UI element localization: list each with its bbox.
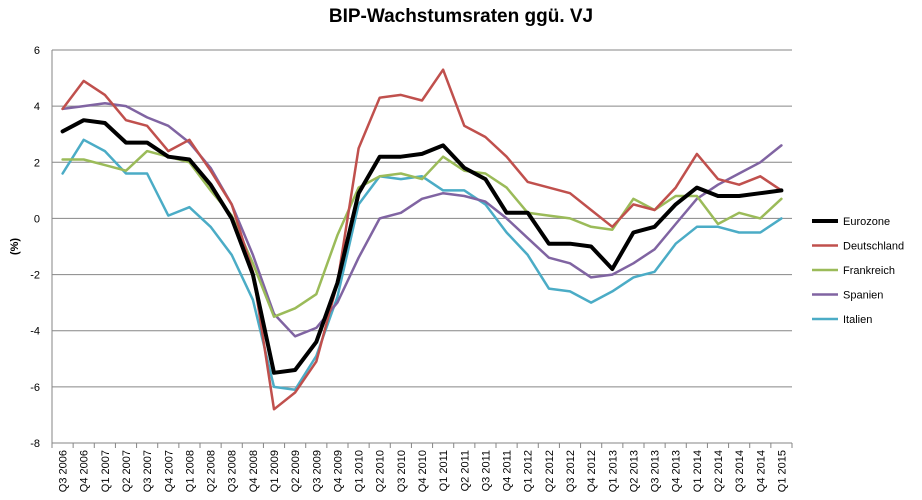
y-tick-label: -2 — [30, 270, 40, 282]
y-tick-label: -8 — [30, 438, 40, 450]
x-tick-label: Q4 2007 — [163, 450, 175, 492]
x-tick-label: Q1 2015 — [776, 450, 788, 492]
y-tick-label: 0 — [34, 213, 40, 225]
x-tick-label: Q1 2007 — [100, 450, 112, 492]
x-tick-label: Q1 2012 — [523, 450, 535, 492]
series-line-spanien — [61, 102, 783, 338]
x-tick-label: Q4 2011 — [502, 450, 514, 491]
chart-title: BIP-Wachstumsraten ggü. VJ — [328, 6, 594, 27]
y-tick-label: 6 — [34, 45, 40, 57]
x-tick-label: Q3 2007 — [142, 450, 154, 492]
x-tick-label: Q2 2012 — [544, 450, 556, 492]
x-tick-label: Q3 2012 — [565, 450, 577, 492]
y-tick-label: 2 — [34, 157, 40, 169]
x-tick-label: Q4 2014 — [755, 450, 767, 492]
x-tick-label: Q1 2014 — [692, 450, 704, 492]
legend-label-italien: Italien — [843, 314, 872, 326]
x-tick-label: Q4 2013 — [671, 450, 683, 492]
legend-label-deutschland: Deutschland — [843, 241, 904, 253]
x-tick-label: Q3 2013 — [650, 450, 662, 492]
x-tick-label: Q1 2010 — [354, 450, 366, 492]
series-lines — [60, 68, 784, 411]
x-tick-label: Q1 2013 — [607, 450, 619, 492]
x-tick-label: Q3 2014 — [734, 450, 746, 492]
series-line-deutschland — [61, 68, 783, 411]
x-tick-label: Q3 2011 — [480, 450, 492, 491]
x-tick-label: Q4 2009 — [332, 450, 344, 492]
x-tick-label: Q2 2007 — [121, 450, 133, 492]
x-tick-label: Q2 2009 — [290, 450, 302, 492]
x-tick-label: Q3 2006 — [58, 450, 70, 492]
x-tick-label: Q3 2010 — [396, 450, 408, 492]
x-tick-label: Q1 2009 — [269, 450, 281, 492]
x-tick-label: Q4 2012 — [586, 450, 598, 492]
x-tick-label: Q4 2006 — [79, 450, 91, 492]
legend-label-eurozone: Eurozone — [843, 216, 890, 228]
gridlines — [52, 49, 792, 444]
legend-label-frankreich: Frankreich — [843, 265, 895, 277]
x-tick-label: Q3 2009 — [311, 450, 323, 492]
legend: Eurozone Deutschland Frankreich Spanien Ital… — [812, 216, 904, 326]
x-tick-label: Q2 2014 — [713, 450, 725, 492]
y-tick-label: -6 — [30, 382, 40, 394]
x-tick-label: Q2 2013 — [628, 450, 640, 492]
x-tick-label: Q3 2008 — [227, 450, 239, 492]
x-tick-label: Q1 2008 — [184, 450, 196, 492]
y-tick-label: -4 — [30, 326, 40, 338]
y-axis-label: (%) — [9, 238, 21, 255]
series-line-italien — [61, 138, 783, 391]
y-tick-label: 4 — [34, 101, 40, 113]
x-tick-label: Q2 2010 — [375, 450, 387, 492]
series-line-eurozone — [60, 118, 784, 375]
x-tick-label: Q2 2011 — [459, 450, 471, 491]
axes: -8 -6 -4 -2 0 2 4 6 (%) Q3 2006 Q4 2006 Q1 2007 Q2 2… — [9, 45, 793, 492]
x-tick-label: Q2 2008 — [206, 450, 218, 492]
x-tick-label: Q1 2011 — [438, 450, 450, 491]
x-tick-label: Q4 2010 — [417, 450, 429, 492]
x-tick-label: Q4 2008 — [248, 450, 260, 492]
legend-label-spanien: Spanien — [843, 290, 883, 302]
